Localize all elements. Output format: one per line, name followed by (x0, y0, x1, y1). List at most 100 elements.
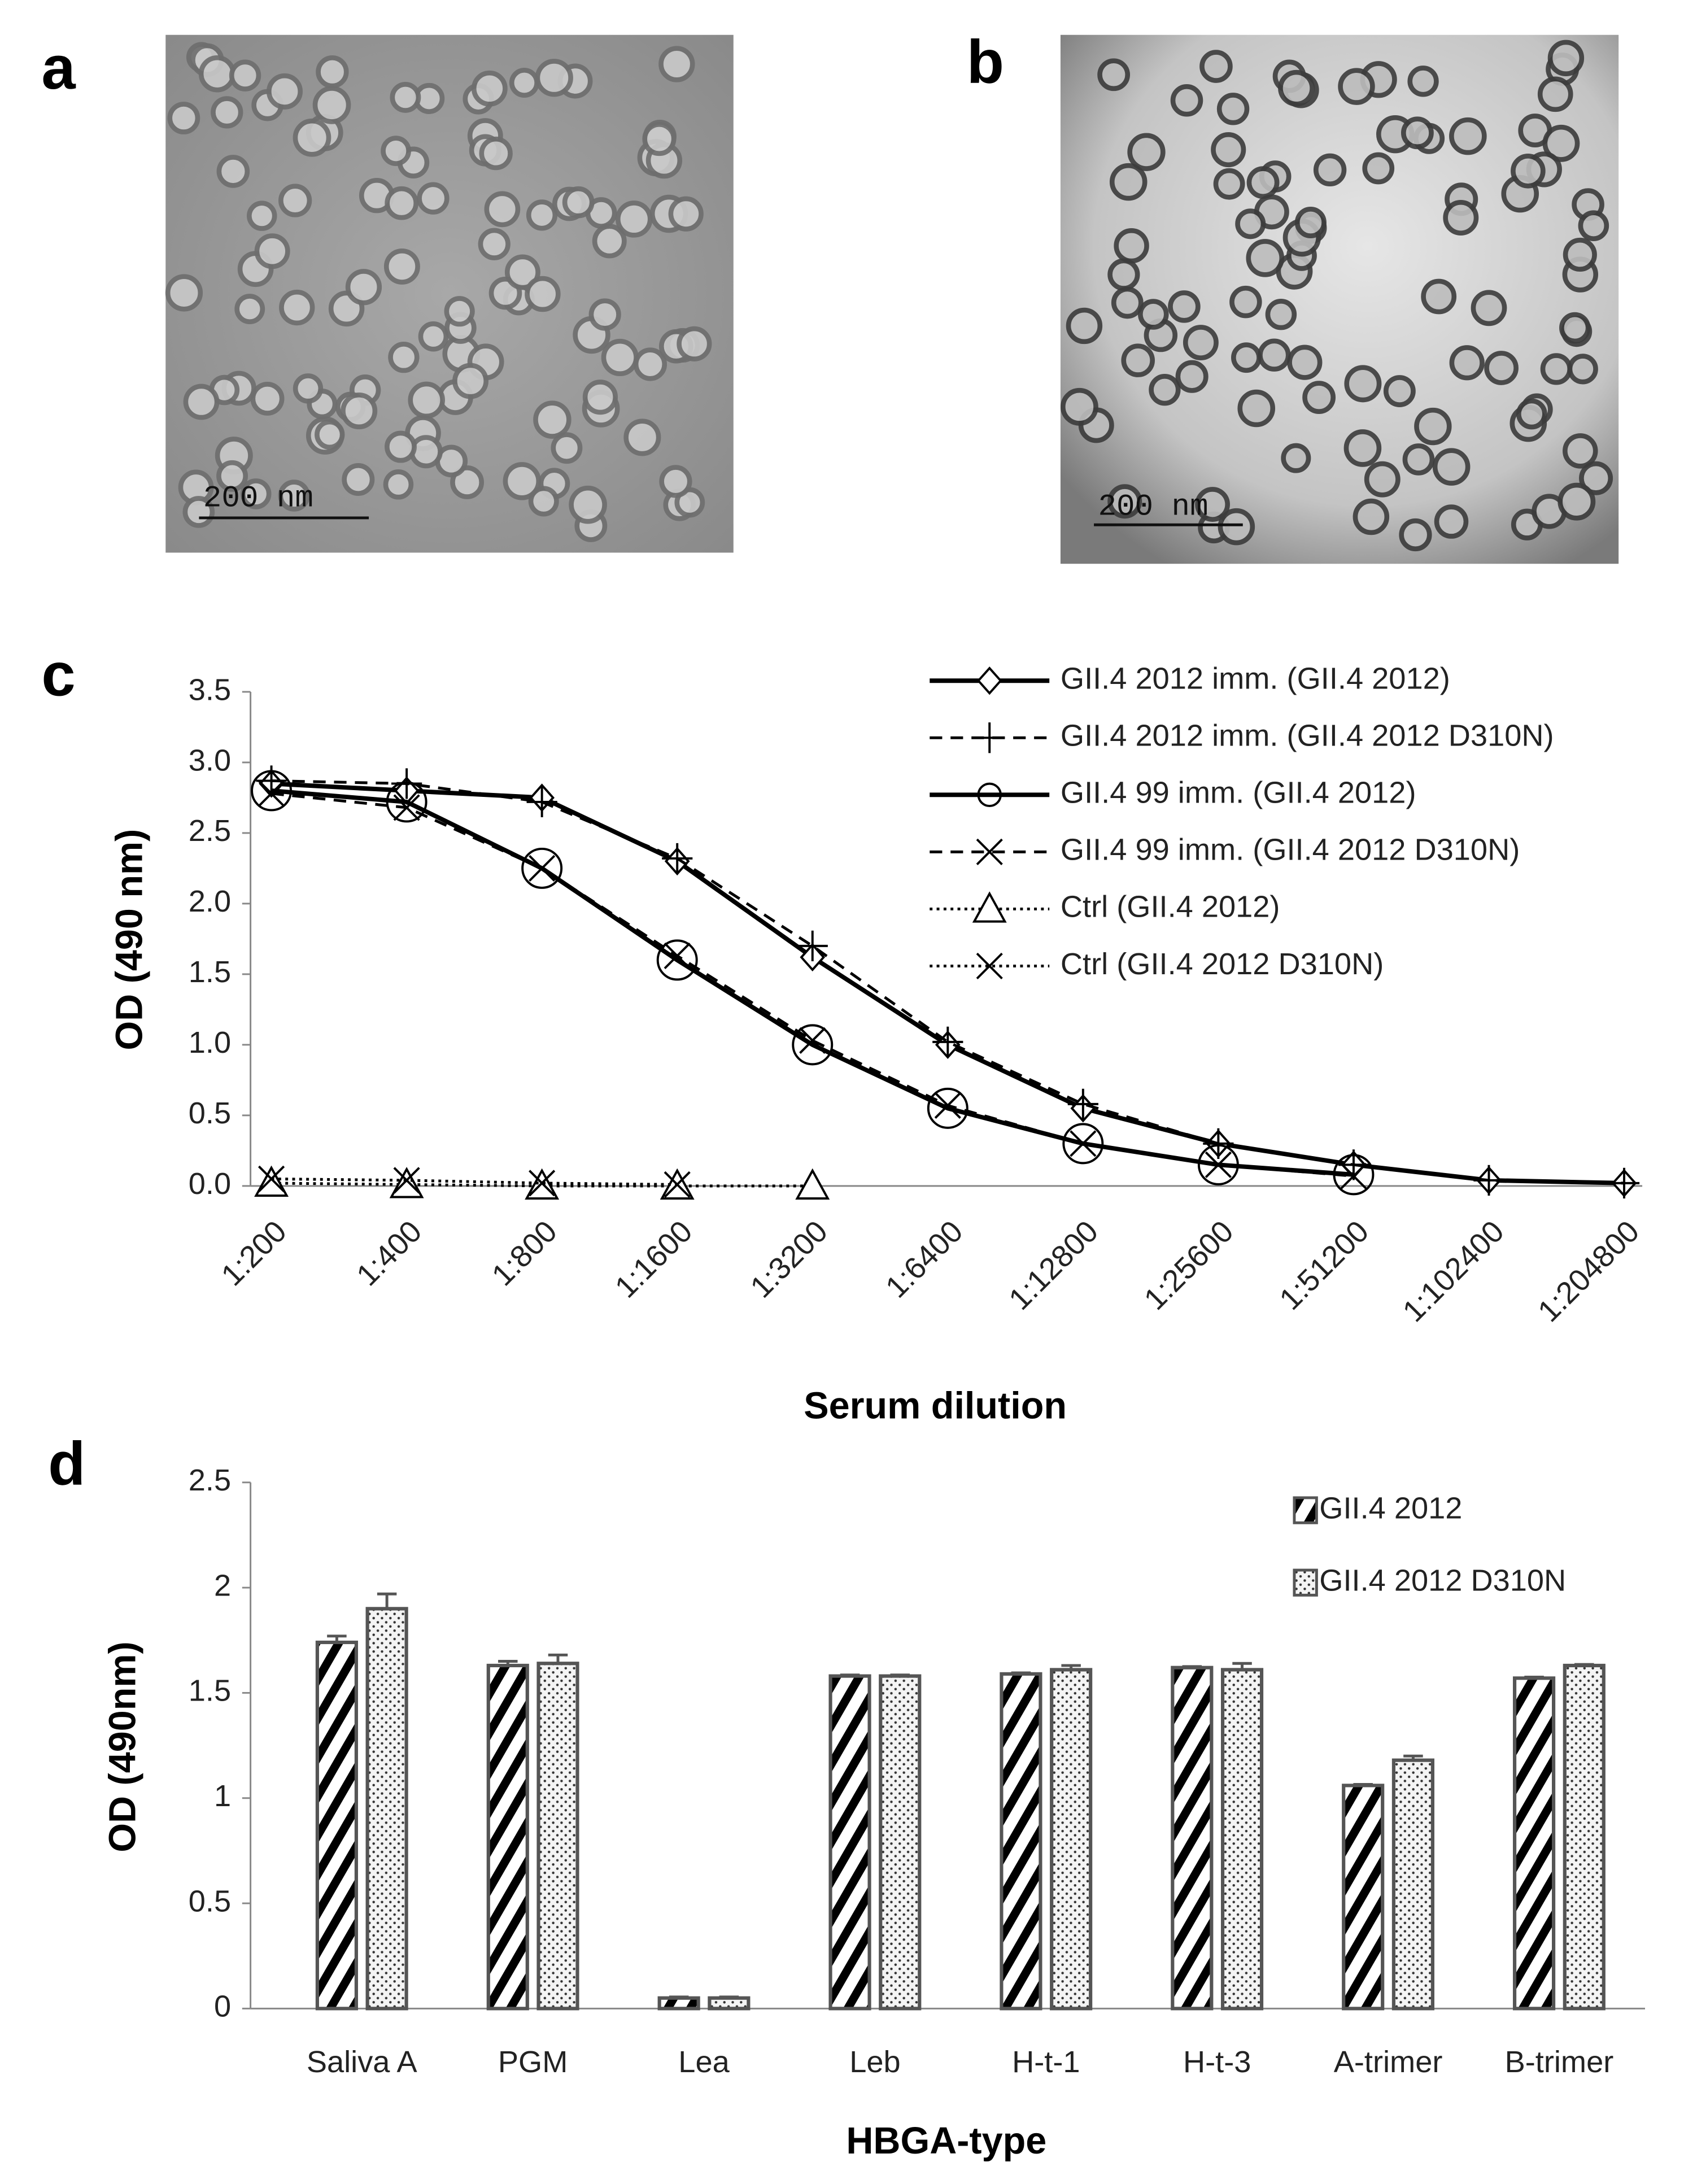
legend-label: GII.4 99 imm. (GII.4 2012) (1061, 776, 1416, 810)
particle (1313, 153, 1347, 187)
particle (1183, 325, 1219, 360)
particle (1168, 290, 1201, 323)
particle (315, 419, 345, 450)
x-tick-label: 1:25600 (1138, 1214, 1240, 1316)
x-tick-label: 1:51200 (1273, 1214, 1375, 1316)
marker (1067, 1088, 1098, 1119)
y-tick-label: 2.0 (189, 884, 231, 918)
x-tick-label: H-t-1 (1012, 2045, 1080, 2079)
particle (504, 254, 540, 290)
particle (1265, 298, 1297, 330)
marker (1070, 1130, 1097, 1157)
particle (234, 294, 265, 324)
particle (1563, 237, 1597, 272)
x-axis-title: Serum dilution (804, 1385, 1067, 1427)
marker (664, 942, 691, 969)
particle (1060, 387, 1098, 426)
y-tick-label: 2.5 (189, 1463, 231, 1497)
particle (1542, 124, 1580, 162)
particle (1175, 360, 1209, 393)
particle (250, 381, 285, 416)
particle (316, 55, 349, 89)
marker (927, 1087, 968, 1129)
x-tick-label: B-trimer (1505, 2045, 1614, 2079)
x-tick-label: A-trimer (1334, 2045, 1443, 2079)
bar (365, 1607, 408, 2011)
x-tick-label: 1:800 (486, 1214, 564, 1292)
particle (417, 182, 450, 215)
x-tick-label: 1:6400 (879, 1214, 970, 1305)
legend-label: GII.4 2012 imm. (GII.4 2012 D310N) (1061, 719, 1554, 753)
particle (279, 289, 315, 326)
particle (229, 59, 261, 91)
particle (1537, 76, 1573, 112)
marker (799, 1027, 826, 1054)
x-tick-label: 1:400 (350, 1214, 428, 1292)
particle (1414, 407, 1452, 446)
error-bar (377, 1592, 397, 1609)
particle (471, 70, 508, 107)
y-tick-label: 3.0 (189, 743, 231, 777)
bar-chart: 0 0.5 1 1.5 2 2.5 Saliva A PGM Lea Leb H-t-1 H-t-3 A… (102, 1463, 1645, 2162)
scale-label: 200 nm (203, 482, 313, 516)
legend-marker (977, 782, 1002, 808)
y-axis-title: OD (490nm) (102, 1641, 143, 1852)
particle (278, 184, 312, 217)
particle (1246, 166, 1280, 199)
particle (562, 186, 595, 219)
marker (254, 1165, 289, 1197)
legend-swatch (1293, 1568, 1318, 1597)
particle (211, 96, 243, 129)
marker (258, 780, 285, 807)
bar (1391, 1758, 1434, 2011)
particle (484, 191, 521, 228)
particle (1432, 448, 1471, 486)
particle (1278, 69, 1315, 107)
x-tick-label: H-t-3 (1183, 2045, 1251, 2079)
scale-label: 200 nm (1098, 490, 1208, 525)
particle (1218, 508, 1255, 546)
particle (1399, 518, 1432, 552)
particle (1211, 132, 1246, 168)
marker (386, 781, 427, 823)
marker (529, 855, 556, 882)
y-tick-label: 0 (214, 1990, 231, 2024)
bar (1342, 1784, 1385, 2011)
particle (1579, 461, 1613, 495)
error-bar (719, 1995, 739, 1999)
error-bar (498, 1660, 518, 1666)
bar (1050, 1668, 1093, 2011)
error-bar (1403, 1754, 1423, 1760)
marker (934, 1092, 961, 1119)
particle (383, 248, 420, 285)
marker (521, 847, 563, 889)
particle (444, 296, 475, 327)
x-tick-label: Saliva A (307, 2045, 418, 2079)
marker (1205, 1151, 1232, 1178)
particle (1170, 84, 1203, 117)
bar (1171, 1666, 1214, 2011)
particle (1097, 58, 1131, 91)
bar (708, 1996, 751, 2011)
particle (246, 200, 277, 231)
x-axis-title: HBGA-type (846, 2120, 1046, 2162)
error-bar (548, 1653, 568, 1664)
bar (315, 1640, 358, 2011)
particle (1231, 342, 1262, 373)
particle (623, 419, 661, 456)
particle (478, 228, 511, 260)
marker (391, 768, 422, 799)
marker (662, 843, 693, 874)
marker (932, 1026, 963, 1057)
x-tick-label: 1:3200 (744, 1214, 834, 1305)
legend-label: Ctrl (GII.4 2012 D310N) (1061, 947, 1384, 981)
particle (1107, 484, 1142, 519)
x-tick-label: Lea (678, 2045, 730, 2079)
legend-label: GII.4 2012 imm. (GII.4 2012) (1061, 662, 1450, 696)
marker (526, 786, 557, 818)
particle (533, 400, 571, 439)
y-tick-label: 3.5 (189, 673, 231, 707)
marker (797, 930, 828, 962)
x-tick-label: 1:102400 (1397, 1214, 1511, 1328)
particle (1199, 50, 1233, 83)
